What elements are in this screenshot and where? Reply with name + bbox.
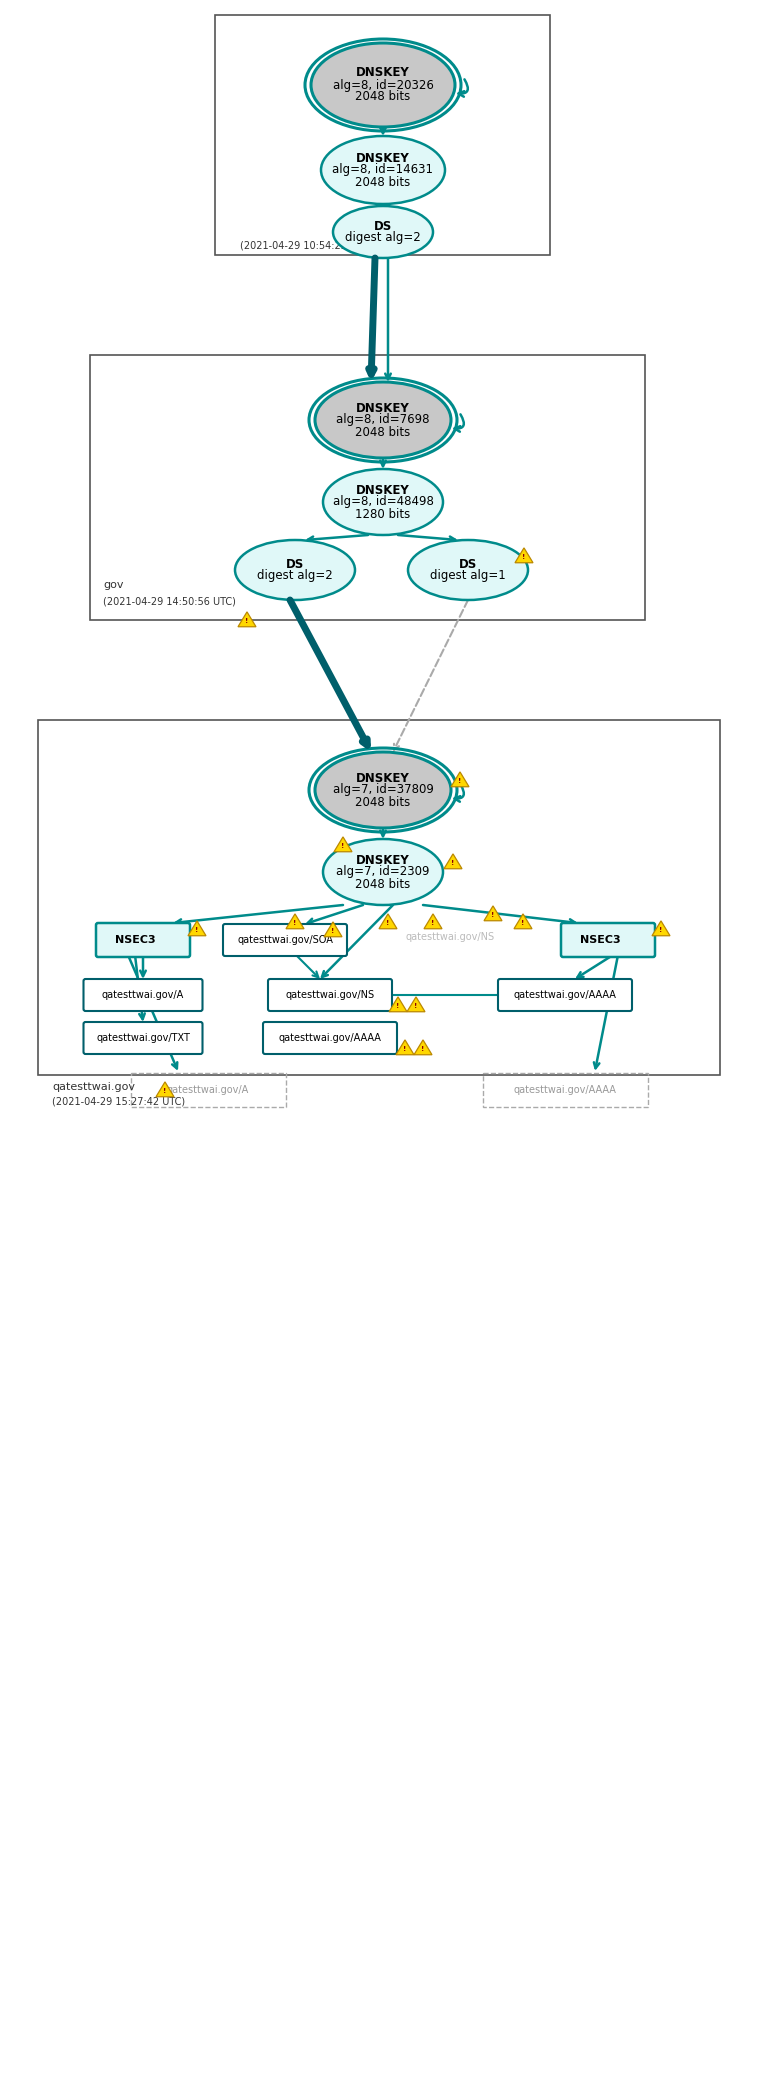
Text: !: !: [459, 779, 462, 785]
Text: 1280 bits: 1280 bits: [356, 508, 410, 521]
Text: !: !: [396, 1003, 400, 1010]
Text: qatesttwai.gov/SOA: qatesttwai.gov/SOA: [237, 934, 333, 945]
Text: (2021-04-29 15:27:42 UTC): (2021-04-29 15:27:42 UTC): [52, 1098, 185, 1106]
FancyBboxPatch shape: [83, 1022, 202, 1054]
Polygon shape: [389, 997, 407, 1012]
Polygon shape: [652, 921, 670, 936]
Text: !: !: [452, 861, 455, 867]
Text: DNSKEY: DNSKEY: [356, 483, 410, 497]
Text: (2021-04-29 14:50:56 UTC): (2021-04-29 14:50:56 UTC): [103, 596, 236, 607]
Text: !: !: [523, 554, 526, 560]
Ellipse shape: [235, 539, 355, 600]
Text: !: !: [659, 928, 662, 932]
Text: DNSKEY: DNSKEY: [356, 772, 410, 785]
Text: qatesttwai.gov/NS: qatesttwai.gov/NS: [285, 991, 375, 999]
Text: NSEC3: NSEC3: [114, 934, 156, 945]
Ellipse shape: [321, 136, 445, 204]
Polygon shape: [514, 913, 532, 928]
Polygon shape: [379, 913, 397, 928]
Text: !: !: [341, 844, 345, 848]
Bar: [90, 355, 645, 619]
Ellipse shape: [315, 751, 451, 827]
Text: DNSKEY: DNSKEY: [356, 151, 410, 164]
Text: !: !: [431, 919, 435, 926]
Ellipse shape: [311, 42, 455, 128]
Polygon shape: [414, 1039, 432, 1056]
Text: !: !: [491, 911, 494, 917]
Text: !: !: [294, 919, 297, 926]
Text: alg=8, id=48498: alg=8, id=48498: [333, 495, 433, 508]
Text: DNSKEY: DNSKEY: [356, 401, 410, 414]
Text: alg=8, id=7698: alg=8, id=7698: [336, 414, 430, 426]
Text: DNSKEY: DNSKEY: [356, 67, 410, 80]
Polygon shape: [188, 921, 206, 936]
Text: DNSKEY: DNSKEY: [356, 854, 410, 867]
Text: !: !: [163, 1087, 166, 1094]
Polygon shape: [286, 913, 304, 928]
FancyBboxPatch shape: [498, 978, 632, 1012]
Text: !: !: [246, 617, 249, 623]
Text: qatesttwai.gov/AAAA: qatesttwai.gov/AAAA: [513, 991, 617, 999]
Ellipse shape: [408, 539, 528, 600]
Polygon shape: [407, 997, 425, 1012]
Text: 2048 bits: 2048 bits: [356, 426, 410, 439]
Text: !: !: [521, 919, 525, 926]
Polygon shape: [334, 838, 352, 852]
FancyBboxPatch shape: [268, 978, 392, 1012]
Text: 2048 bits: 2048 bits: [356, 90, 410, 103]
Text: qatesttwai.gov/AAAA: qatesttwai.gov/AAAA: [278, 1033, 382, 1043]
Bar: [482, 1073, 648, 1106]
Ellipse shape: [333, 206, 433, 258]
Text: qatesttwai.gov: qatesttwai.gov: [52, 1081, 135, 1091]
Text: NSEC3: NSEC3: [580, 934, 620, 945]
Text: alg=8, id=14631: alg=8, id=14631: [333, 164, 433, 176]
Text: qatesttwai.gov/NS: qatesttwai.gov/NS: [405, 932, 494, 942]
Polygon shape: [156, 1081, 174, 1098]
Bar: [130, 1073, 285, 1106]
Text: digest alg=2: digest alg=2: [345, 231, 421, 243]
Polygon shape: [424, 913, 442, 928]
Text: qatesttwai.gov/A: qatesttwai.gov/A: [167, 1085, 250, 1096]
Text: !: !: [195, 928, 198, 932]
Text: alg=8, id=20326: alg=8, id=20326: [333, 78, 433, 92]
Ellipse shape: [323, 468, 443, 535]
Text: qatesttwai.gov/AAAA: qatesttwai.gov/AAAA: [513, 1085, 617, 1096]
Ellipse shape: [315, 382, 451, 458]
Polygon shape: [484, 907, 502, 921]
Polygon shape: [238, 613, 256, 628]
Text: digest alg=2: digest alg=2: [257, 569, 333, 584]
FancyBboxPatch shape: [561, 924, 655, 957]
Polygon shape: [515, 548, 533, 563]
Polygon shape: [324, 921, 342, 936]
Ellipse shape: [323, 840, 443, 905]
FancyBboxPatch shape: [83, 978, 202, 1012]
Bar: [38, 720, 720, 1075]
Text: !: !: [404, 1045, 407, 1052]
FancyBboxPatch shape: [263, 1022, 397, 1054]
Text: digest alg=1: digest alg=1: [430, 569, 506, 584]
Text: qatesttwai.gov/A: qatesttwai.gov/A: [102, 991, 184, 999]
Text: gov: gov: [103, 579, 124, 590]
Text: alg=7, id=2309: alg=7, id=2309: [336, 865, 430, 879]
Text: 2048 bits: 2048 bits: [356, 877, 410, 890]
Text: !: !: [414, 1003, 417, 1010]
Text: (2021-04-29 10:54:23 UTC): (2021-04-29 10:54:23 UTC): [240, 239, 373, 250]
Text: 2048 bits: 2048 bits: [356, 176, 410, 189]
Polygon shape: [396, 1039, 414, 1056]
Bar: [215, 15, 550, 254]
Text: qatesttwai.gov/TXT: qatesttwai.gov/TXT: [96, 1033, 190, 1043]
Text: alg=7, id=37809: alg=7, id=37809: [333, 783, 433, 796]
Text: !: !: [331, 928, 335, 934]
Polygon shape: [451, 772, 469, 787]
Polygon shape: [444, 854, 462, 869]
FancyBboxPatch shape: [223, 924, 347, 955]
Text: 2048 bits: 2048 bits: [356, 796, 410, 808]
Text: DS: DS: [286, 558, 304, 571]
Text: DS: DS: [374, 220, 392, 233]
Text: !: !: [421, 1045, 425, 1052]
Text: DS: DS: [459, 558, 477, 571]
FancyBboxPatch shape: [96, 924, 190, 957]
Text: !: !: [386, 919, 390, 926]
